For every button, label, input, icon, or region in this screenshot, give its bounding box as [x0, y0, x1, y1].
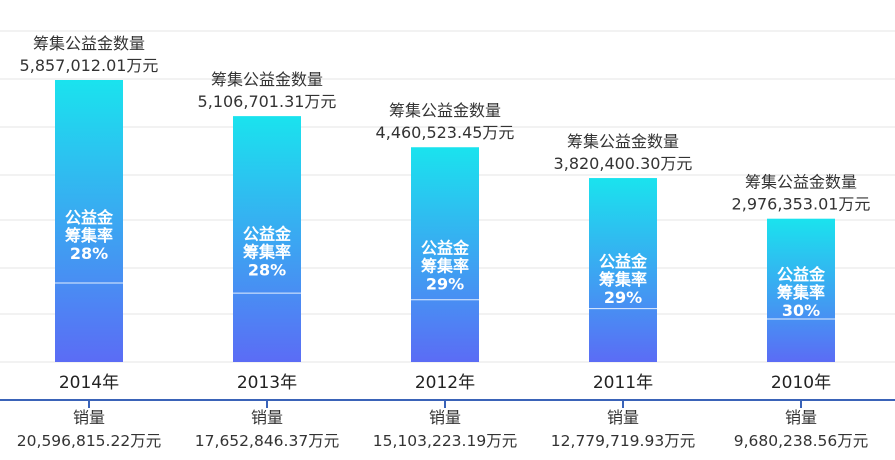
- series-name-label: 筹集公益金数量: [745, 173, 857, 192]
- sales-name-label: 销量: [607, 408, 639, 427]
- fundraising-value-label: 4,460,523.45万元: [376, 123, 515, 142]
- fundraising-value-label: 2,976,353.01万元: [732, 195, 871, 214]
- category-label: 2010年: [771, 373, 831, 393]
- series-name-label: 筹集公益金数量: [211, 70, 323, 89]
- rate-value-label: 29%: [426, 274, 464, 293]
- bar: [411, 147, 479, 362]
- rate-title-line2: 筹集率: [65, 226, 113, 245]
- x-axis: [0, 399, 895, 408]
- sales-name-label: 销量: [73, 408, 105, 427]
- bar: [767, 218, 835, 362]
- bar: [233, 116, 301, 362]
- fundraising-value-label: 3,820,400.30万元: [554, 154, 693, 173]
- sales-value-label: 9,680,238.56万元: [734, 432, 869, 450]
- rate-title-line1: 公益金: [421, 238, 470, 257]
- sales-name-label: 销量: [251, 408, 283, 427]
- fundraising-value-label: 5,106,701.31万元: [198, 92, 337, 111]
- category-label: 2013年: [237, 373, 297, 393]
- sales-value-label: 12,779,719.93万元: [551, 432, 695, 450]
- sales-value-label: 20,596,815.22万元: [17, 432, 161, 450]
- rate-title-line2: 筹集率: [599, 270, 647, 289]
- bar: [55, 80, 123, 362]
- fundraising-value-label: 5,857,012.01万元: [20, 56, 159, 75]
- series-name-label: 筹集公益金数量: [389, 101, 501, 120]
- rate-title-line1: 公益金: [599, 252, 648, 271]
- rate-value-label: 29%: [604, 288, 642, 307]
- rate-title-line1: 公益金: [65, 208, 114, 227]
- category-label: 2014年: [59, 373, 119, 393]
- category-label: 2011年: [593, 373, 653, 393]
- rate-title-line2: 筹集率: [243, 242, 291, 261]
- rate-title-line2: 筹集率: [421, 256, 469, 275]
- rate-title-line2: 筹集率: [777, 283, 825, 302]
- rate-title-line1: 公益金: [243, 224, 292, 243]
- sales-value-label: 17,652,846.37万元: [195, 432, 339, 450]
- rate-value-label: 28%: [70, 244, 108, 263]
- sales-value-label: 15,103,223.19万元: [373, 432, 517, 450]
- bars-group: [55, 80, 835, 362]
- rate-value-label: 28%: [248, 260, 286, 279]
- series-name-label: 筹集公益金数量: [33, 34, 145, 53]
- bar: [589, 178, 657, 362]
- series-name-label: 筹集公益金数量: [567, 132, 679, 151]
- labels-group: 公益金筹集率28%筹集公益金数量5,857,012.01万元2014年销量20,…: [17, 34, 871, 450]
- rate-value-label: 30%: [782, 301, 820, 320]
- sales-name-label: 销量: [785, 408, 817, 427]
- rate-title-line1: 公益金: [777, 265, 826, 284]
- sales-name-label: 销量: [429, 408, 461, 427]
- category-label: 2012年: [415, 373, 475, 393]
